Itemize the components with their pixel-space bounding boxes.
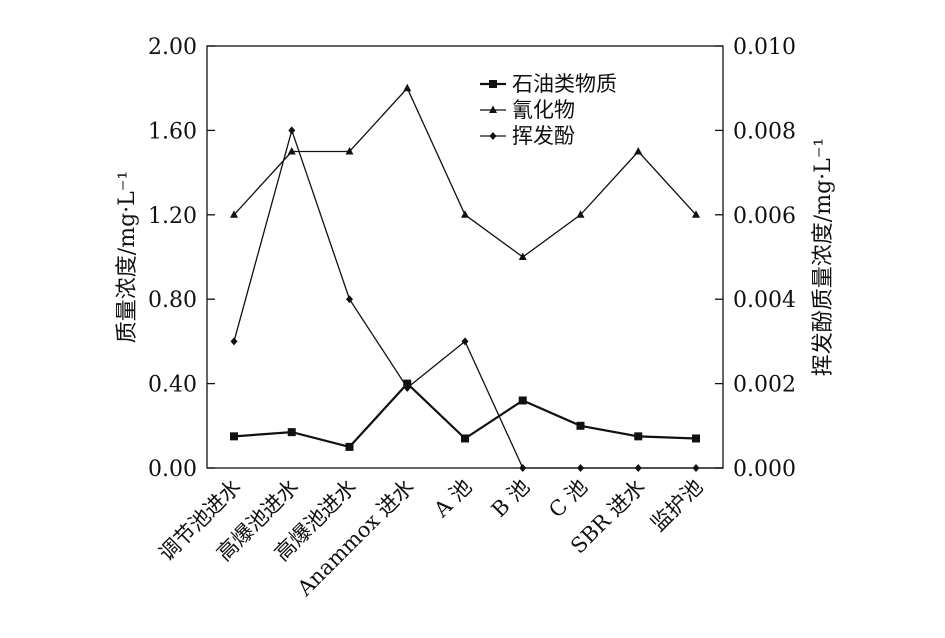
data-point	[634, 147, 643, 155]
axes	[206, 45, 724, 469]
right-axis-title: 挥发酚质量浓度/mg·L⁻¹	[811, 138, 836, 376]
series-line	[233, 87, 697, 258]
category-label: 监护池	[646, 475, 708, 537]
data-point	[692, 464, 700, 472]
data-point	[692, 434, 700, 443]
data-point	[577, 464, 584, 472]
right-axis-ticks: 0.000 0.002 0.004 0.006 0.008 0.010	[715, 35, 796, 482]
data-point	[287, 147, 296, 155]
data-point	[230, 432, 238, 441]
data-point	[518, 396, 527, 405]
category-label: B 池	[487, 475, 534, 522]
petroleum-series	[230, 379, 700, 451]
legend-label: 挥发酚	[512, 124, 575, 148]
series-group	[230, 83, 723, 472]
data-point	[346, 295, 353, 304]
data-point	[287, 428, 296, 437]
legend-marker	[489, 80, 497, 88]
data-point	[461, 434, 469, 443]
data-point	[403, 383, 411, 392]
series-line	[233, 128, 723, 469]
right-tick-label: 0.010	[733, 35, 796, 60]
data-point	[576, 421, 585, 430]
data-point	[230, 337, 238, 346]
data-point	[692, 210, 700, 218]
phenol-series	[230, 126, 723, 472]
data-point	[345, 442, 354, 451]
data-point	[634, 464, 642, 472]
data-point	[230, 210, 238, 218]
category-label: A 池	[429, 475, 477, 523]
data-point	[519, 464, 527, 472]
legend-label: 氰化物	[512, 98, 575, 122]
left-axis-ticks: 0.00 0.40 0.80 1.20 1.60 2.00	[148, 35, 215, 482]
legend-marker	[489, 132, 497, 140]
plot-frame	[206, 45, 724, 469]
data-point	[518, 252, 527, 260]
data-point	[345, 147, 354, 155]
legend-marker	[489, 105, 497, 113]
left-tick-label: 0.40	[148, 373, 197, 398]
left-tick-label: 2.00	[148, 35, 197, 60]
right-tick-label: 0.006	[733, 204, 796, 229]
left-tick-label: 0.00	[148, 457, 197, 482]
data-point	[576, 210, 585, 218]
data-point	[461, 210, 469, 218]
left-tick-label: 1.20	[148, 204, 197, 229]
right-tick-label: 0.002	[733, 373, 796, 398]
data-point	[403, 379, 412, 388]
left-tick-label: 1.60	[148, 119, 197, 144]
right-tick-label: 0.004	[733, 288, 796, 313]
category-label: C 池	[544, 475, 592, 523]
right-tick-label: 0.000	[733, 457, 796, 482]
cyanide-series	[230, 83, 700, 260]
data-point	[288, 126, 296, 135]
data-point	[461, 337, 469, 346]
legend-label: 石油类物质	[512, 72, 617, 96]
left-axis-title: 质量浓度/mg·L⁻¹	[115, 171, 140, 343]
data-point	[634, 432, 643, 441]
data-point	[403, 83, 412, 92]
right-tick-label: 0.008	[733, 119, 796, 144]
left-tick-label: 0.80	[148, 288, 197, 313]
